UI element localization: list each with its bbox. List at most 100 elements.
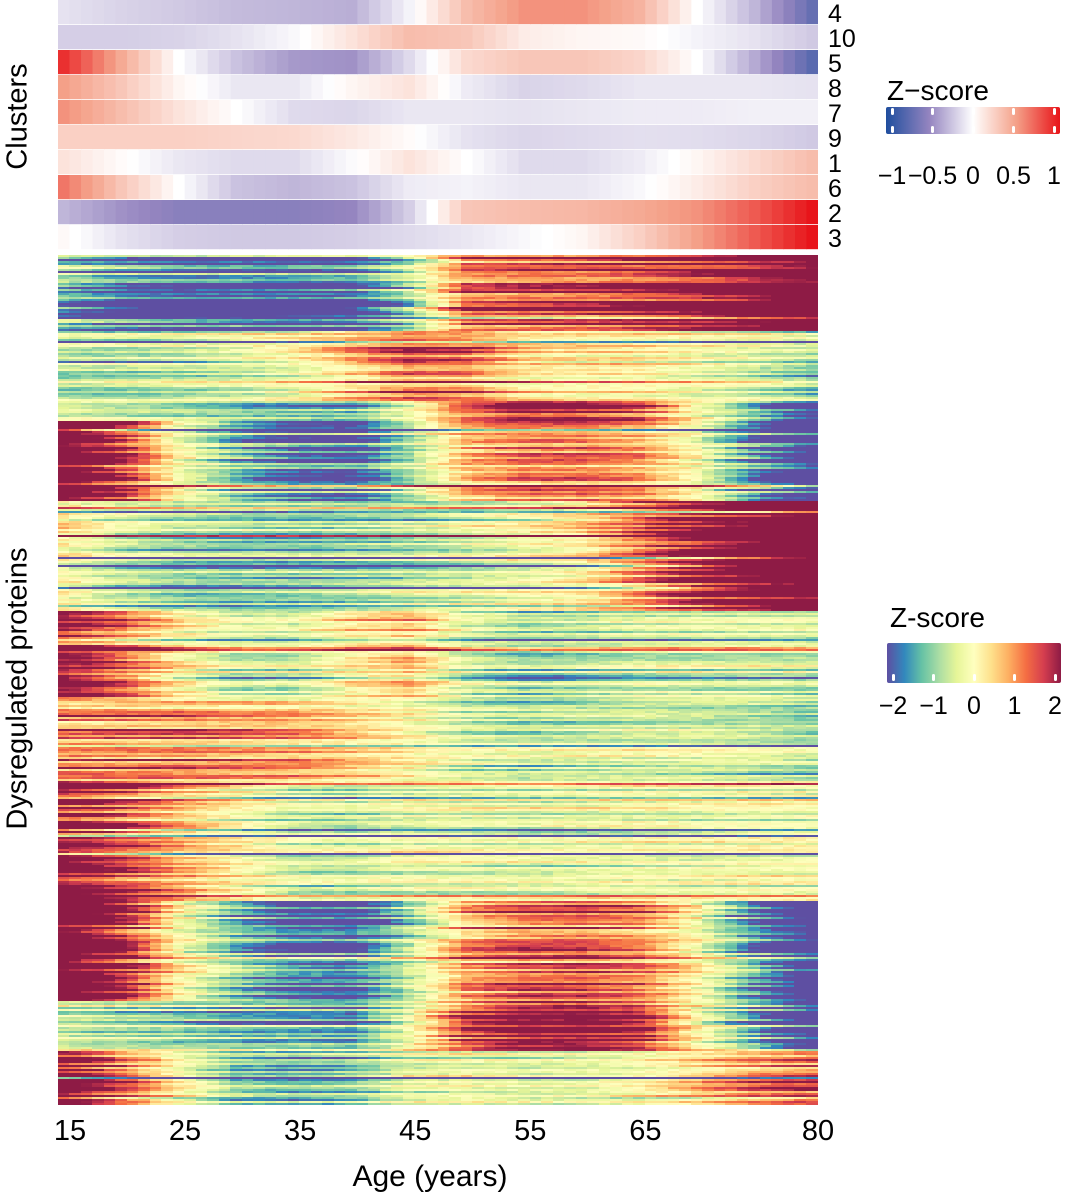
heatmap-cell: [311, 200, 324, 225]
heatmap-cell: [530, 100, 543, 125]
heatmap-cell: [702, 25, 715, 50]
heatmap-cell: [104, 50, 117, 75]
heatmap-cell: [714, 0, 727, 25]
heatmap-cell: [127, 100, 140, 125]
cluster-label: 8: [828, 75, 842, 103]
heatmap-cell: [553, 225, 566, 250]
heatmap-cell: [115, 200, 128, 225]
heatmap-cell: [760, 125, 773, 150]
heatmap-cell: [599, 125, 612, 150]
heatmap-cell: [484, 150, 497, 175]
heatmap-cell: [622, 0, 635, 25]
heatmap-cell: [783, 75, 796, 100]
legend-tick-mark: [971, 108, 975, 115]
legend-tick-mark: [1052, 126, 1056, 133]
heatmap-cell: [599, 75, 612, 100]
heatmap-cell: [184, 200, 197, 225]
heatmap-cell: [484, 175, 497, 200]
heatmap-cell: [58, 150, 71, 175]
heatmap-cell: [357, 100, 370, 125]
heatmap-cell: [530, 150, 543, 175]
heatmap-cell: [553, 50, 566, 75]
heatmap-cell: [368, 125, 382, 150]
heatmap-cell: [656, 225, 669, 250]
heatmap-cell: [541, 0, 554, 25]
legend-tick-mark: [890, 108, 894, 115]
heatmap-cell: [242, 75, 255, 100]
heatmap-cell: [322, 50, 335, 75]
heatmap-cell: [299, 125, 312, 150]
heatmap-cell: [553, 125, 566, 150]
heatmap-cell: [242, 150, 255, 175]
heatmap-cell: [472, 50, 485, 75]
heatmap-cell: [184, 225, 197, 250]
heatmap-cell: [495, 125, 508, 150]
legend-tick-mark: [932, 674, 935, 681]
heatmap-cell: [553, 75, 566, 100]
heatmap-cell: [357, 50, 370, 75]
heatmap-cell: [679, 25, 692, 50]
heatmap-cell: [391, 125, 405, 150]
heatmap-cell: [484, 75, 497, 100]
heatmap-cell: [725, 0, 738, 25]
heatmap-cell: [173, 225, 186, 250]
heatmap-cell: [564, 75, 577, 100]
heatmap-cell: [127, 200, 140, 225]
heatmap-cell: [414, 125, 428, 150]
heatmap-cell: [426, 100, 439, 125]
heatmap-cell: [576, 125, 589, 150]
heatmap-cell: [472, 175, 485, 200]
heatmap-cell: [299, 150, 312, 175]
heatmap-cell: [230, 175, 243, 200]
legend-tick-label: 2: [1048, 692, 1062, 720]
heatmap-cell: [576, 25, 589, 50]
heatmap-cell: [104, 200, 117, 225]
heatmap-cell: [161, 100, 174, 125]
protein-heatmap: [58, 255, 818, 1105]
heatmap-cell: [81, 150, 94, 175]
heatmap-cell: [345, 25, 358, 50]
heatmap-cell: [610, 150, 623, 175]
heatmap-cell: [495, 25, 508, 50]
heatmap-cell: [391, 225, 405, 250]
heatmap-cell: [438, 75, 451, 100]
heatmap-cell: [265, 50, 278, 75]
heatmap-cell: [760, 50, 773, 75]
heatmap-cell: [656, 0, 669, 25]
heatmap-cell: [380, 125, 393, 150]
heatmap-cell: [610, 75, 623, 100]
heatmap-cell: [81, 125, 94, 150]
heatmap-cell: [115, 0, 128, 25]
heatmap-cell: [725, 175, 738, 200]
heatmap-cell: [173, 25, 186, 50]
heatmap-cell: [587, 0, 600, 25]
heatmap-cell: [794, 100, 808, 125]
legend-tick-mark: [1012, 108, 1015, 115]
heatmap-cell: [345, 200, 358, 225]
heatmap-cell: [380, 50, 393, 75]
heatmap-cell: [518, 125, 531, 150]
heatmap-cell: [276, 225, 289, 250]
heatmap-cell: [334, 100, 347, 125]
heatmap-cell: [495, 150, 508, 175]
heatmap-cell: [403, 25, 416, 50]
heatmap-cell: [461, 175, 474, 200]
heatmap-cell: [403, 75, 416, 100]
heatmap-cell: [58, 0, 71, 25]
heatmap-cell: [299, 200, 312, 225]
heatmap-cell: [265, 75, 278, 100]
heatmap-cell: [783, 200, 796, 225]
heatmap-cell: [530, 50, 543, 75]
heatmap-cell: [69, 75, 82, 100]
heatmap-cell: [196, 200, 209, 225]
heatmap-cell: [576, 200, 589, 225]
heatmap-cell: [311, 225, 324, 250]
heatmap-cell: [564, 200, 577, 225]
heatmap-cell: [599, 25, 612, 50]
heatmap-cell: [495, 50, 508, 75]
heatmap-cell: [449, 175, 462, 200]
heatmap-cell: [265, 150, 278, 175]
heatmap-cell: [299, 0, 312, 25]
heatmap-cell: [541, 125, 554, 150]
heatmap-cell: [702, 225, 715, 250]
